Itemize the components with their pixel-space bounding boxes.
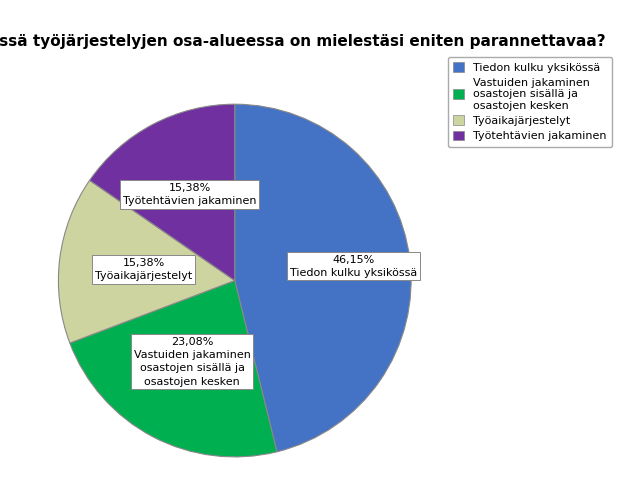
Text: 15,38%
Työtehtävien jakaminen: 15,38% Työtehtävien jakaminen	[123, 183, 257, 206]
Wedge shape	[90, 104, 235, 281]
Text: 15,38%
Työaikajärjestelyt: 15,38% Työaikajärjestelyt	[95, 258, 192, 281]
Legend: Tiedon kulku yksikössä, Vastuiden jakaminen
osastojen sisällä ja
osastojen keske: Tiedon kulku yksikössä, Vastuiden jakami…	[448, 57, 612, 147]
Wedge shape	[58, 180, 235, 343]
Text: 23,08%
Vastuiden jakaminen
osastojen sisällä ja
osastojen kesken: 23,08% Vastuiden jakaminen osastojen sis…	[134, 337, 250, 387]
Wedge shape	[235, 104, 411, 452]
Text: Missä työjärjestelyjen osa-alueessa on mielestäsi eniten parannettavaa?: Missä työjärjestelyjen osa-alueessa on m…	[0, 34, 606, 49]
Text: 46,15%
Tiedon kulku yksikössä: 46,15% Tiedon kulku yksikössä	[290, 255, 418, 278]
Wedge shape	[70, 281, 277, 457]
